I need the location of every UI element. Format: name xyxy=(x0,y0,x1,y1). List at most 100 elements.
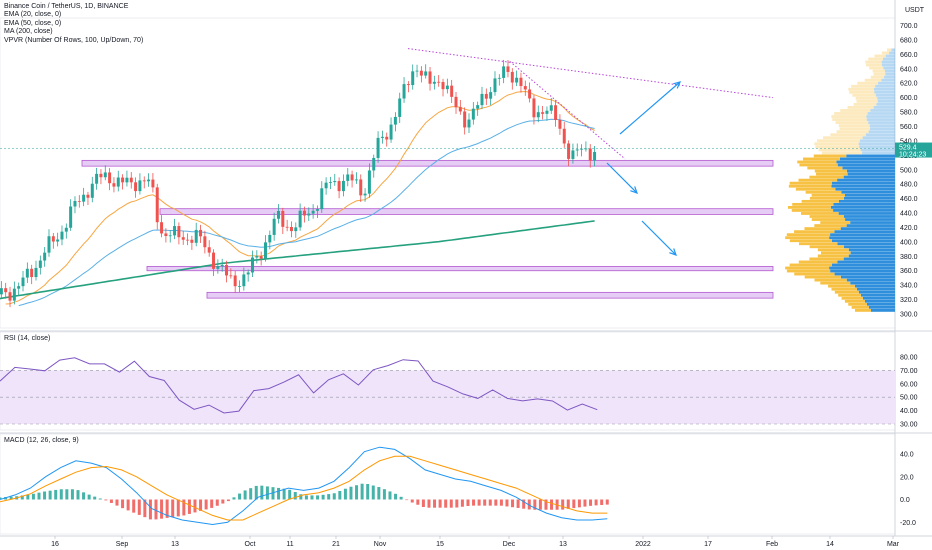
indicator-ema20[interactable]: EMA (20, close, 0) xyxy=(4,11,62,19)
macd-histogram-bar xyxy=(460,499,464,507)
macd-histogram-bar xyxy=(355,485,359,500)
candle-body xyxy=(376,137,380,158)
price-tick-label: 580.0 xyxy=(900,110,918,117)
ma200-line xyxy=(0,220,595,300)
candle-body xyxy=(112,183,116,187)
vp-bar-up xyxy=(848,254,895,258)
vp-bar-up xyxy=(830,233,895,237)
macd-tick-label: 20.0 xyxy=(900,474,914,481)
indicator-ma200[interactable]: MA (200, close) xyxy=(4,28,53,36)
macd-histogram-bar xyxy=(137,499,141,515)
candle-body xyxy=(251,257,254,273)
candle-body xyxy=(506,66,510,72)
vp-bar-up xyxy=(866,115,895,118)
vp-bar-down xyxy=(847,106,874,109)
vp-bar-up xyxy=(889,51,895,55)
vp-bar-down xyxy=(852,93,876,97)
vp-bar-up xyxy=(875,84,895,88)
support-resistance-zones[interactable] xyxy=(81,159,774,299)
vp-bar-down xyxy=(836,130,869,134)
candle-body xyxy=(38,260,42,268)
pane-border xyxy=(0,17,896,329)
candle-body xyxy=(155,187,159,223)
price-tick-label: 620.0 xyxy=(900,81,918,88)
vp-bar-down xyxy=(848,302,867,306)
vp-bar-up xyxy=(870,127,895,131)
vp-bar-up xyxy=(856,287,895,291)
candle-body xyxy=(558,119,562,129)
vp-bar-up xyxy=(850,281,895,285)
candle-body xyxy=(51,236,55,242)
vp-bar-down xyxy=(838,293,861,297)
candle-body xyxy=(168,235,172,237)
vp-bar-up xyxy=(858,290,895,294)
macd-histogram-bar xyxy=(59,489,63,500)
rsi-tick-label: 80.00 xyxy=(900,355,918,362)
vp-bar-down xyxy=(801,199,839,203)
indicator-vpvr[interactable]: VPVR (Number Of Rows, 100, Up/Down, 70) xyxy=(4,36,144,44)
vp-bar-down xyxy=(857,81,879,85)
vp-bar-up xyxy=(870,109,895,112)
macd-histogram-bar xyxy=(499,499,503,506)
vp-bar-down xyxy=(841,296,863,300)
vp-bar-up xyxy=(837,242,895,246)
candle-body xyxy=(419,70,423,76)
macd-histogram-bar xyxy=(511,499,515,508)
price-tick-label: 540.0 xyxy=(900,138,918,145)
macd-pane xyxy=(0,446,609,526)
macd-histogram-bar xyxy=(293,492,297,500)
indicator-ema50[interactable]: EMA (50, close, 0) xyxy=(4,19,62,27)
macd-histogram-bar xyxy=(410,499,414,503)
vp-bar-up xyxy=(845,218,895,221)
rsi-title[interactable]: RSI (14, close) xyxy=(4,335,51,342)
vp-bar-up xyxy=(843,245,895,249)
vp-bar-down xyxy=(797,160,837,164)
macd-histogram-bar xyxy=(260,485,264,500)
price-tick-label: 420.0 xyxy=(900,225,918,232)
candle-body xyxy=(450,85,454,97)
macd-histogram-bar xyxy=(304,495,308,500)
price-tick-label: 560.0 xyxy=(900,124,918,131)
macd-title[interactable]: MACD (12, 26, close, 9) xyxy=(4,437,79,444)
vp-bar-up xyxy=(869,124,895,128)
vp-bar-down xyxy=(799,163,838,167)
vp-bar-down xyxy=(798,178,838,182)
macd-histogram-bar xyxy=(31,493,35,500)
candle-body xyxy=(86,194,90,198)
drawings[interactable] xyxy=(407,48,774,256)
vp-bar-down xyxy=(834,290,859,294)
rsi-tick-label: 60.00 xyxy=(900,381,918,388)
vp-bar-up xyxy=(874,90,895,94)
vp-bar-down xyxy=(820,251,851,255)
vp-bar-up xyxy=(876,103,895,106)
price-tick-label: 460.0 xyxy=(900,196,918,203)
vp-bar-down xyxy=(791,209,834,212)
candle-body xyxy=(385,136,389,140)
vp-bar-up xyxy=(867,112,895,115)
price-tick-label: 320.0 xyxy=(900,297,918,304)
candle-body xyxy=(497,77,501,79)
candle-body xyxy=(580,148,584,150)
vp-bar-up xyxy=(860,293,895,297)
vp-bar-up xyxy=(884,75,895,79)
symbol-title[interactable]: Binance Coin / TetherUS, 1D, BINANCE xyxy=(4,3,129,10)
time-tick-label: 17 xyxy=(704,541,712,548)
vp-bar-up xyxy=(846,169,895,173)
price-tick-label: 500.0 xyxy=(900,167,918,174)
macd-histogram-bar xyxy=(254,485,258,500)
macd-histogram-bar xyxy=(9,496,13,500)
macd-histogram-bar xyxy=(215,499,219,506)
candle-body xyxy=(116,177,120,187)
vp-bar-up xyxy=(831,184,895,188)
vp-bar-up xyxy=(877,96,895,100)
vp-bar-down xyxy=(856,99,878,103)
zone-rect xyxy=(146,265,774,272)
candle-body xyxy=(25,268,29,278)
candle-body xyxy=(519,77,523,87)
rsi-tick-label: 50.00 xyxy=(900,395,918,402)
vp-bar-up xyxy=(873,106,895,109)
candle-body xyxy=(415,70,419,72)
candle-body xyxy=(194,229,198,243)
macd-histogram-bar xyxy=(299,494,303,500)
